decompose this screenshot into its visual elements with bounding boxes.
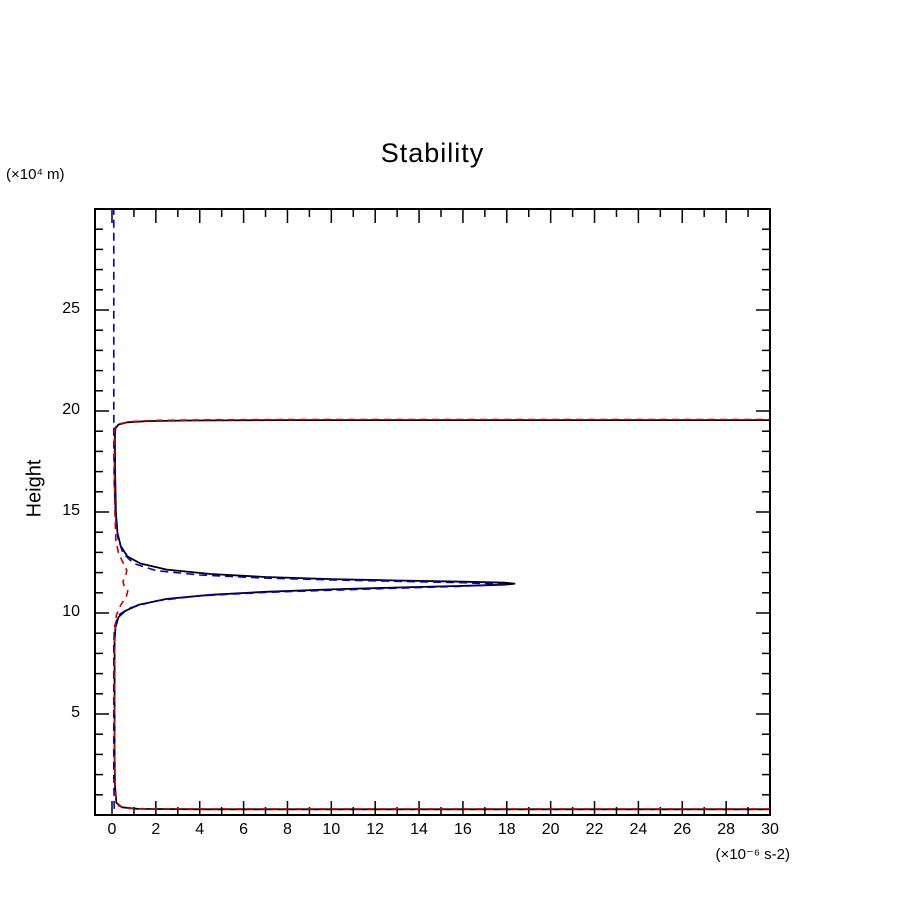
x-tick-label: 4 — [195, 821, 205, 838]
y-tick-label: 15 — [62, 502, 80, 519]
x-tick-label: 22 — [585, 821, 604, 838]
y-axis-label: Height — [23, 459, 46, 518]
x-tick-label: 16 — [454, 821, 472, 838]
plot-frame — [94, 208, 771, 816]
x-tick-label: 28 — [717, 821, 736, 838]
x-tick-label: 14 — [410, 821, 428, 838]
series-red-dashed — [113, 418, 770, 810]
x-tick-label: 6 — [239, 821, 249, 838]
x-tick-label: 12 — [366, 821, 385, 838]
x-tick-label: 24 — [629, 821, 648, 838]
y-tick-label: 20 — [62, 401, 80, 418]
x-axis-unit-label: (×10⁻⁶ s-2) — [715, 846, 790, 863]
x-tick-label: 0 — [107, 821, 117, 838]
y-axis-unit-label: (×10⁴ m) — [6, 166, 65, 183]
x-tick-label: 30 — [761, 821, 779, 838]
y-tick-label: 25 — [62, 300, 80, 317]
x-tick-label: 2 — [151, 821, 161, 838]
x-tick-label: 26 — [673, 821, 692, 838]
x-tick-label: 18 — [497, 821, 516, 838]
x-tick-label: 8 — [283, 821, 292, 838]
y-tick-label: 10 — [62, 603, 80, 620]
series-black-solid — [113, 419, 770, 811]
x-tick-label: 20 — [541, 821, 560, 838]
series-blue-dashed — [113, 209, 507, 809]
y-tick-label: 5 — [71, 704, 80, 721]
x-tick-label: 10 — [322, 821, 341, 838]
chart-title: Stability — [380, 138, 485, 168]
